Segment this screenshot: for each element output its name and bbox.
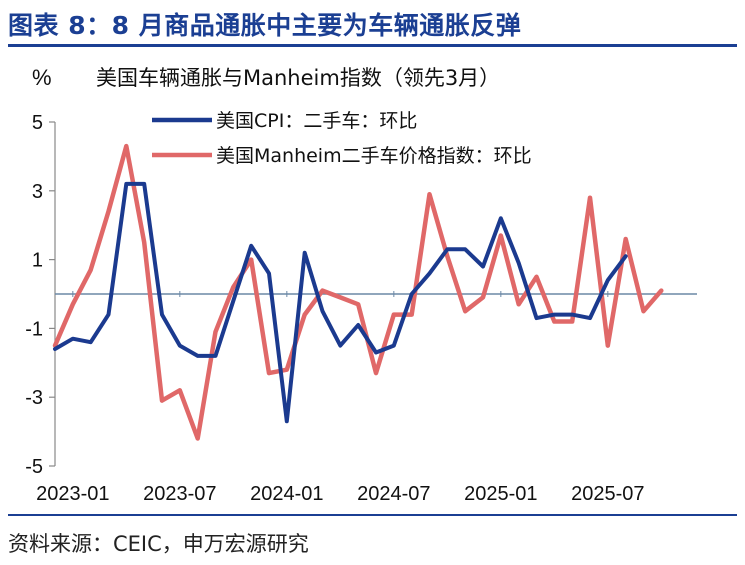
legend-label: 美国Manheim二手车价格指数：环比 (216, 145, 532, 167)
title-rule (8, 44, 737, 47)
chart-title: 美国车辆通胀与Manheim指数（领先3月） (96, 66, 500, 90)
chart-canvas: % 美国车辆通胀与Manheim指数（领先3月） 5 3 1 -1 -3 -5 2023-0… (25, 65, 697, 505)
y-tick-label: 1 (32, 250, 43, 272)
x-tick-label: 2025-01 (464, 483, 537, 505)
x-tick-label: 2023-01 (36, 483, 109, 505)
x-tick-label: 2024-07 (357, 483, 430, 505)
series-line-manheim (52, 143, 664, 441)
legend-item-manheim: 美国Manheim二手车价格指数：环比 (152, 145, 532, 167)
series-line-cpi-used-cars (53, 181, 628, 424)
x-tick-label: 2023-07 (143, 483, 216, 505)
y-tick-label: -1 (25, 318, 43, 340)
figure-title: 图表 8：8 月商品通胀中主要为车辆通胀反弹 (8, 11, 522, 40)
legend-label: 美国CPI：二手车：环比 (216, 110, 417, 132)
legend-item-cpi-used-cars: 美国CPI：二手车：环比 (152, 110, 417, 132)
axes: 5 3 1 -1 -3 -5 2023-01 2023-07 2024-01 2024-07 202… (25, 112, 697, 505)
y-tick-label: -3 (25, 387, 43, 409)
y-tick-label: -5 (25, 456, 43, 478)
series-layer (52, 143, 664, 441)
y-tick-label: 3 (32, 181, 43, 203)
x-tick-label: 2025-07 (571, 483, 644, 505)
source-note: 资料来源：CEIC，申万宏源研究 (8, 532, 309, 556)
footer-rule (8, 514, 737, 516)
x-tick-label: 2024-01 (250, 483, 323, 505)
y-unit-label: % (32, 65, 52, 90)
y-tick-label: 5 (32, 112, 43, 134)
